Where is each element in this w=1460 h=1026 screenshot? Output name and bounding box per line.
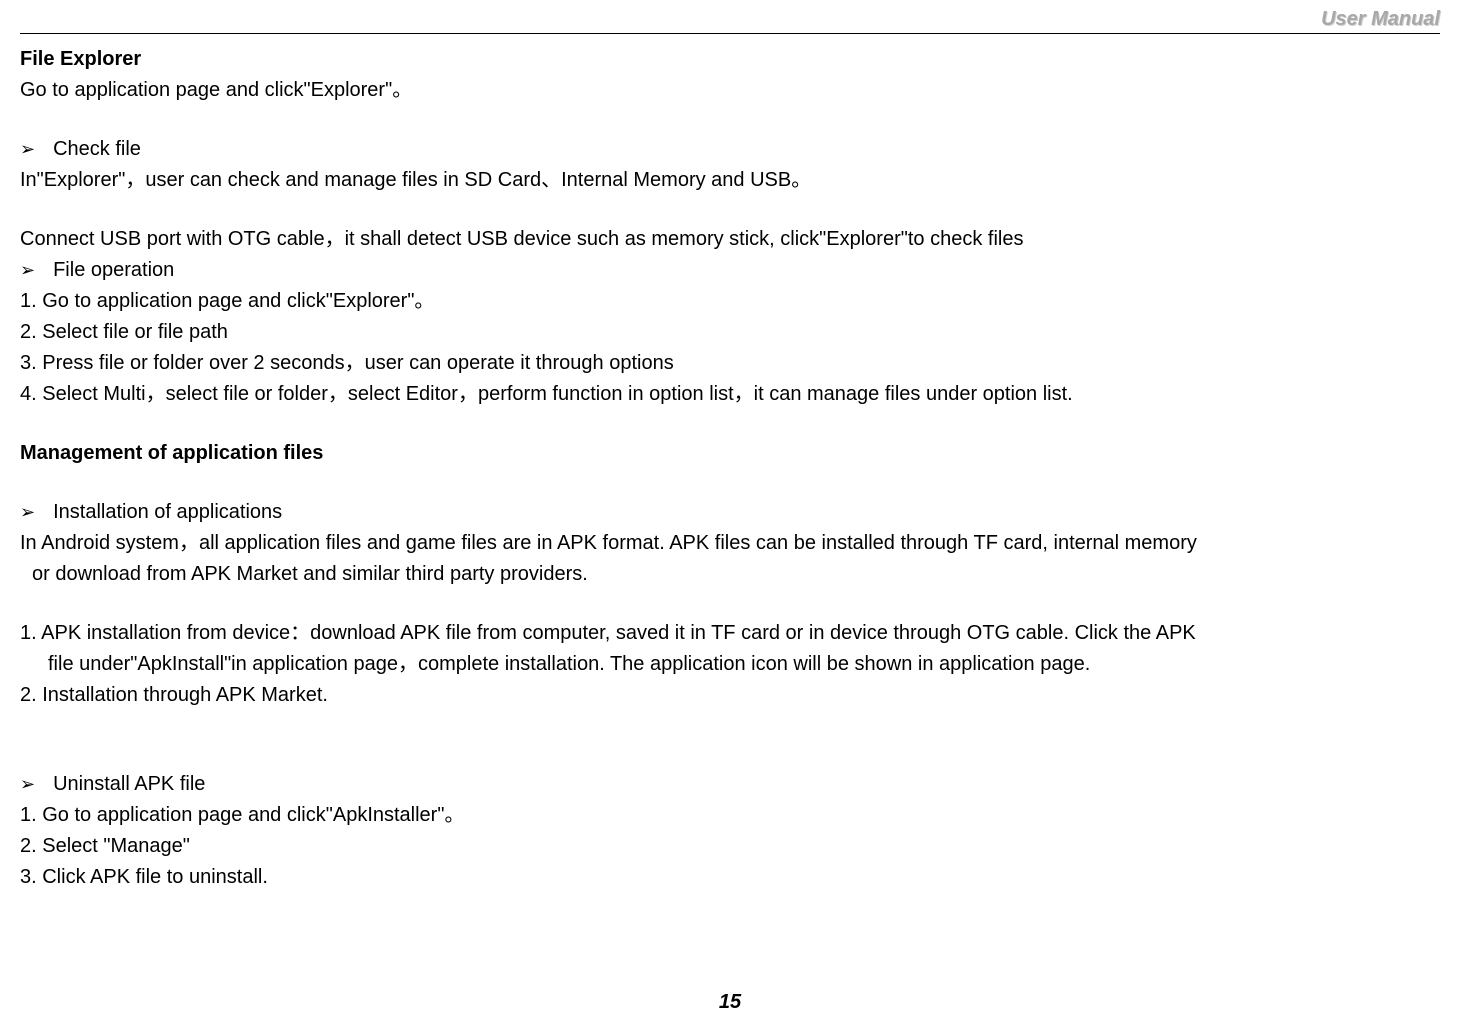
spacer: [20, 741, 1440, 769]
bullet-item-2: ➢ File operation: [20, 255, 1440, 286]
line-1: In"Explorer"，user can check and manage f…: [20, 165, 1440, 196]
spacer: [20, 469, 1440, 497]
bullet-item-1: ➢ Check file: [20, 134, 1440, 165]
header-title: User Manual: [1321, 8, 1440, 30]
bullet-text-1: Check file: [53, 134, 141, 165]
line-3: In Android system，all application files …: [20, 528, 1440, 559]
section1-title: File Explorer: [20, 44, 1440, 75]
document-content: File Explorer Go to application page and…: [20, 44, 1440, 893]
line-2: Connect USB port with OTG cable，it shall…: [20, 224, 1440, 255]
section1-intro: Go to application page and click"Explore…: [20, 75, 1440, 106]
step-6: 2. Installation through APK Market.: [20, 680, 1440, 711]
step-2: 2. Select file or file path: [20, 317, 1440, 348]
bullet-icon: ➢: [20, 771, 35, 799]
step-9: 3. Click APK file to uninstall.: [20, 862, 1440, 893]
bullet-icon: ➢: [20, 136, 35, 164]
section2-title: Management of application files: [20, 438, 1440, 469]
bullet-item-3: ➢ Installation of applications: [20, 497, 1440, 528]
bullet-icon: ➢: [20, 257, 35, 285]
page-number: 15: [719, 991, 741, 1014]
bullet-icon: ➢: [20, 499, 35, 527]
spacer: [20, 410, 1440, 438]
step-4: 4. Select Multi，select file or folder，se…: [20, 379, 1440, 410]
header-divider: [20, 33, 1440, 34]
step-5a: 1. APK installation from device：download…: [20, 618, 1440, 649]
step-3: 3. Press file or folder over 2 seconds，u…: [20, 348, 1440, 379]
line-3b: or download from APK Market and similar …: [20, 559, 1440, 590]
step-7: 1. Go to application page and click"ApkI…: [20, 800, 1440, 831]
page-header: User Manual: [20, 0, 1440, 33]
bullet-text-2: File operation: [53, 255, 174, 286]
spacer: [20, 711, 1440, 741]
step-5b: file under"ApkInstall"in application pag…: [20, 649, 1440, 680]
step-8: 2. Select "Manage": [20, 831, 1440, 862]
step-1: 1. Go to application page and click"Expl…: [20, 286, 1440, 317]
spacer: [20, 590, 1440, 618]
bullet-text-3: Installation of applications: [53, 497, 282, 528]
bullet-item-4: ➢ Uninstall APK file: [20, 769, 1440, 800]
spacer: [20, 106, 1440, 134]
spacer: [20, 196, 1440, 224]
bullet-text-4: Uninstall APK file: [53, 769, 205, 800]
